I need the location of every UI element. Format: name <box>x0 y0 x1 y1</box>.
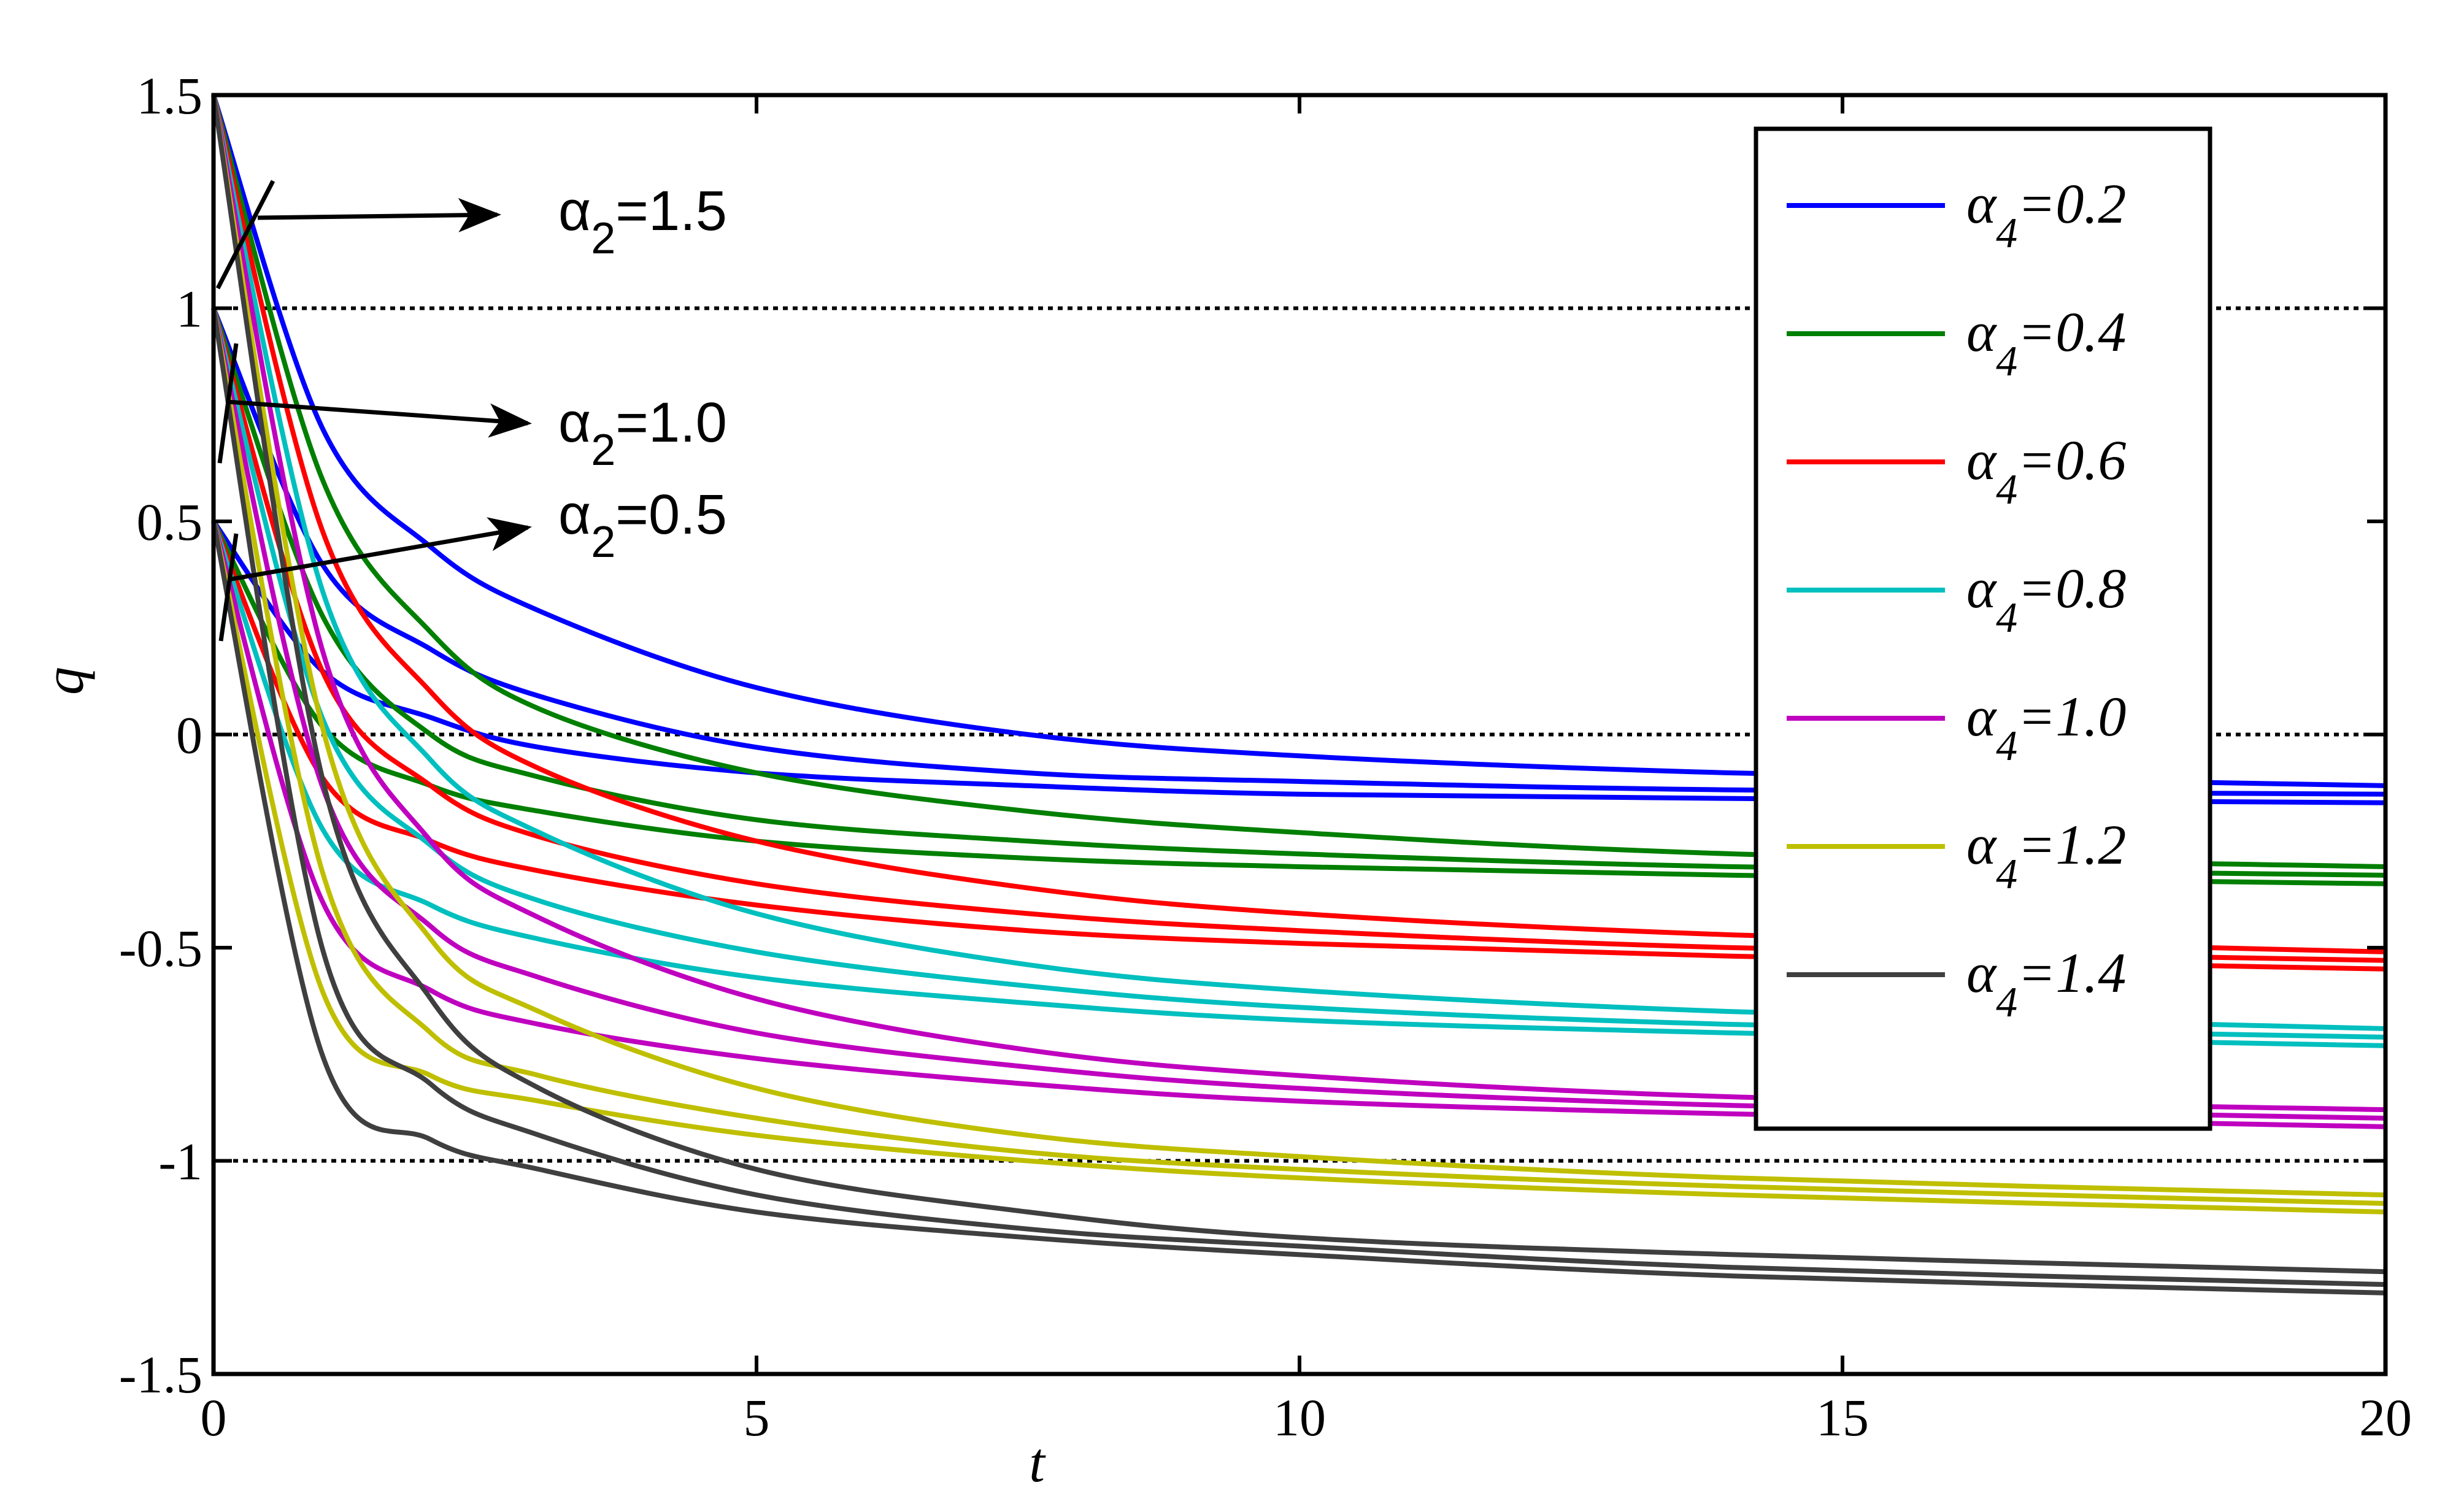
y-tick-labels: -1.5 -1 -0.5 0 0.5 1 1.5 <box>119 66 202 1404</box>
legend-label: α4=1.2 <box>1966 813 2126 898</box>
annotation-bracket <box>215 180 275 290</box>
x-tick-label: 15 <box>1816 1388 1869 1447</box>
y-tick-label: 1 <box>176 280 202 339</box>
axis-ticks <box>212 93 2387 1376</box>
y-tick-label: 1.5 <box>137 66 203 125</box>
annotation-bracket <box>218 533 239 642</box>
legend-items: α4=0.2 α4=0.4 α4=0.6 α4=0.8 α4=1.0 α4=1.2 α4=1… <box>1787 172 2126 1026</box>
legend: α4=0.2 α4=0.4 α4=0.6 α4=0.8 α4=1.0 α4=1.2 α4=1… <box>1754 126 2212 1131</box>
legend-label: α4=1.4 <box>1966 942 2126 1026</box>
x-tick-labels: 0 5 10 15 20 <box>201 1388 2412 1447</box>
legend-label: α4=0.8 <box>1966 557 2126 642</box>
y-tick-label: 0 <box>176 706 202 765</box>
x-tick-label: 10 <box>1273 1388 1326 1447</box>
x-tick-label: 5 <box>744 1388 770 1447</box>
legend-label: α4=0.2 <box>1966 172 2126 257</box>
series-line <box>211 94 2386 869</box>
annotations: α2=1.5 α2=1.0α2=0.5 <box>215 180 727 642</box>
legend-label: α4=0.4 <box>1966 301 2126 385</box>
y-tick-label: 0.5 <box>137 493 203 551</box>
annotation-arrow <box>257 198 501 232</box>
y-tick-label: -0.5 <box>119 919 202 978</box>
series-line <box>211 307 2386 1040</box>
x-axis-label: t <box>1029 1431 1046 1494</box>
legend-box <box>1754 126 2212 1131</box>
series-line <box>211 521 2386 1295</box>
series-line <box>211 94 2386 954</box>
curves <box>211 94 2386 1295</box>
series-line <box>211 94 2386 1031</box>
legend-label: α4=0.6 <box>1966 429 2126 513</box>
y-axis-label: q <box>33 667 95 695</box>
annotation-arrow <box>226 399 532 438</box>
annotation-label: α2=1.0 <box>558 391 727 475</box>
series-line <box>211 94 2386 1113</box>
series-line <box>211 307 2386 1206</box>
series-line <box>211 307 2386 1288</box>
series-line <box>211 94 2386 1275</box>
legend-label: α4=1.0 <box>1966 685 2126 770</box>
annotation-arrow <box>228 517 532 582</box>
series-line <box>211 521 2386 1215</box>
series-line <box>211 307 2386 963</box>
series-line <box>211 94 2386 1198</box>
x-tick-label: 20 <box>2359 1388 2412 1447</box>
y-tick-label: -1.5 <box>119 1345 202 1404</box>
annotation-label: α2=1.5 <box>558 180 727 263</box>
x-tick-label: 0 <box>201 1388 227 1447</box>
y-tick-label: -1 <box>158 1132 202 1191</box>
annotation-label: α2=0.5 <box>558 483 727 567</box>
